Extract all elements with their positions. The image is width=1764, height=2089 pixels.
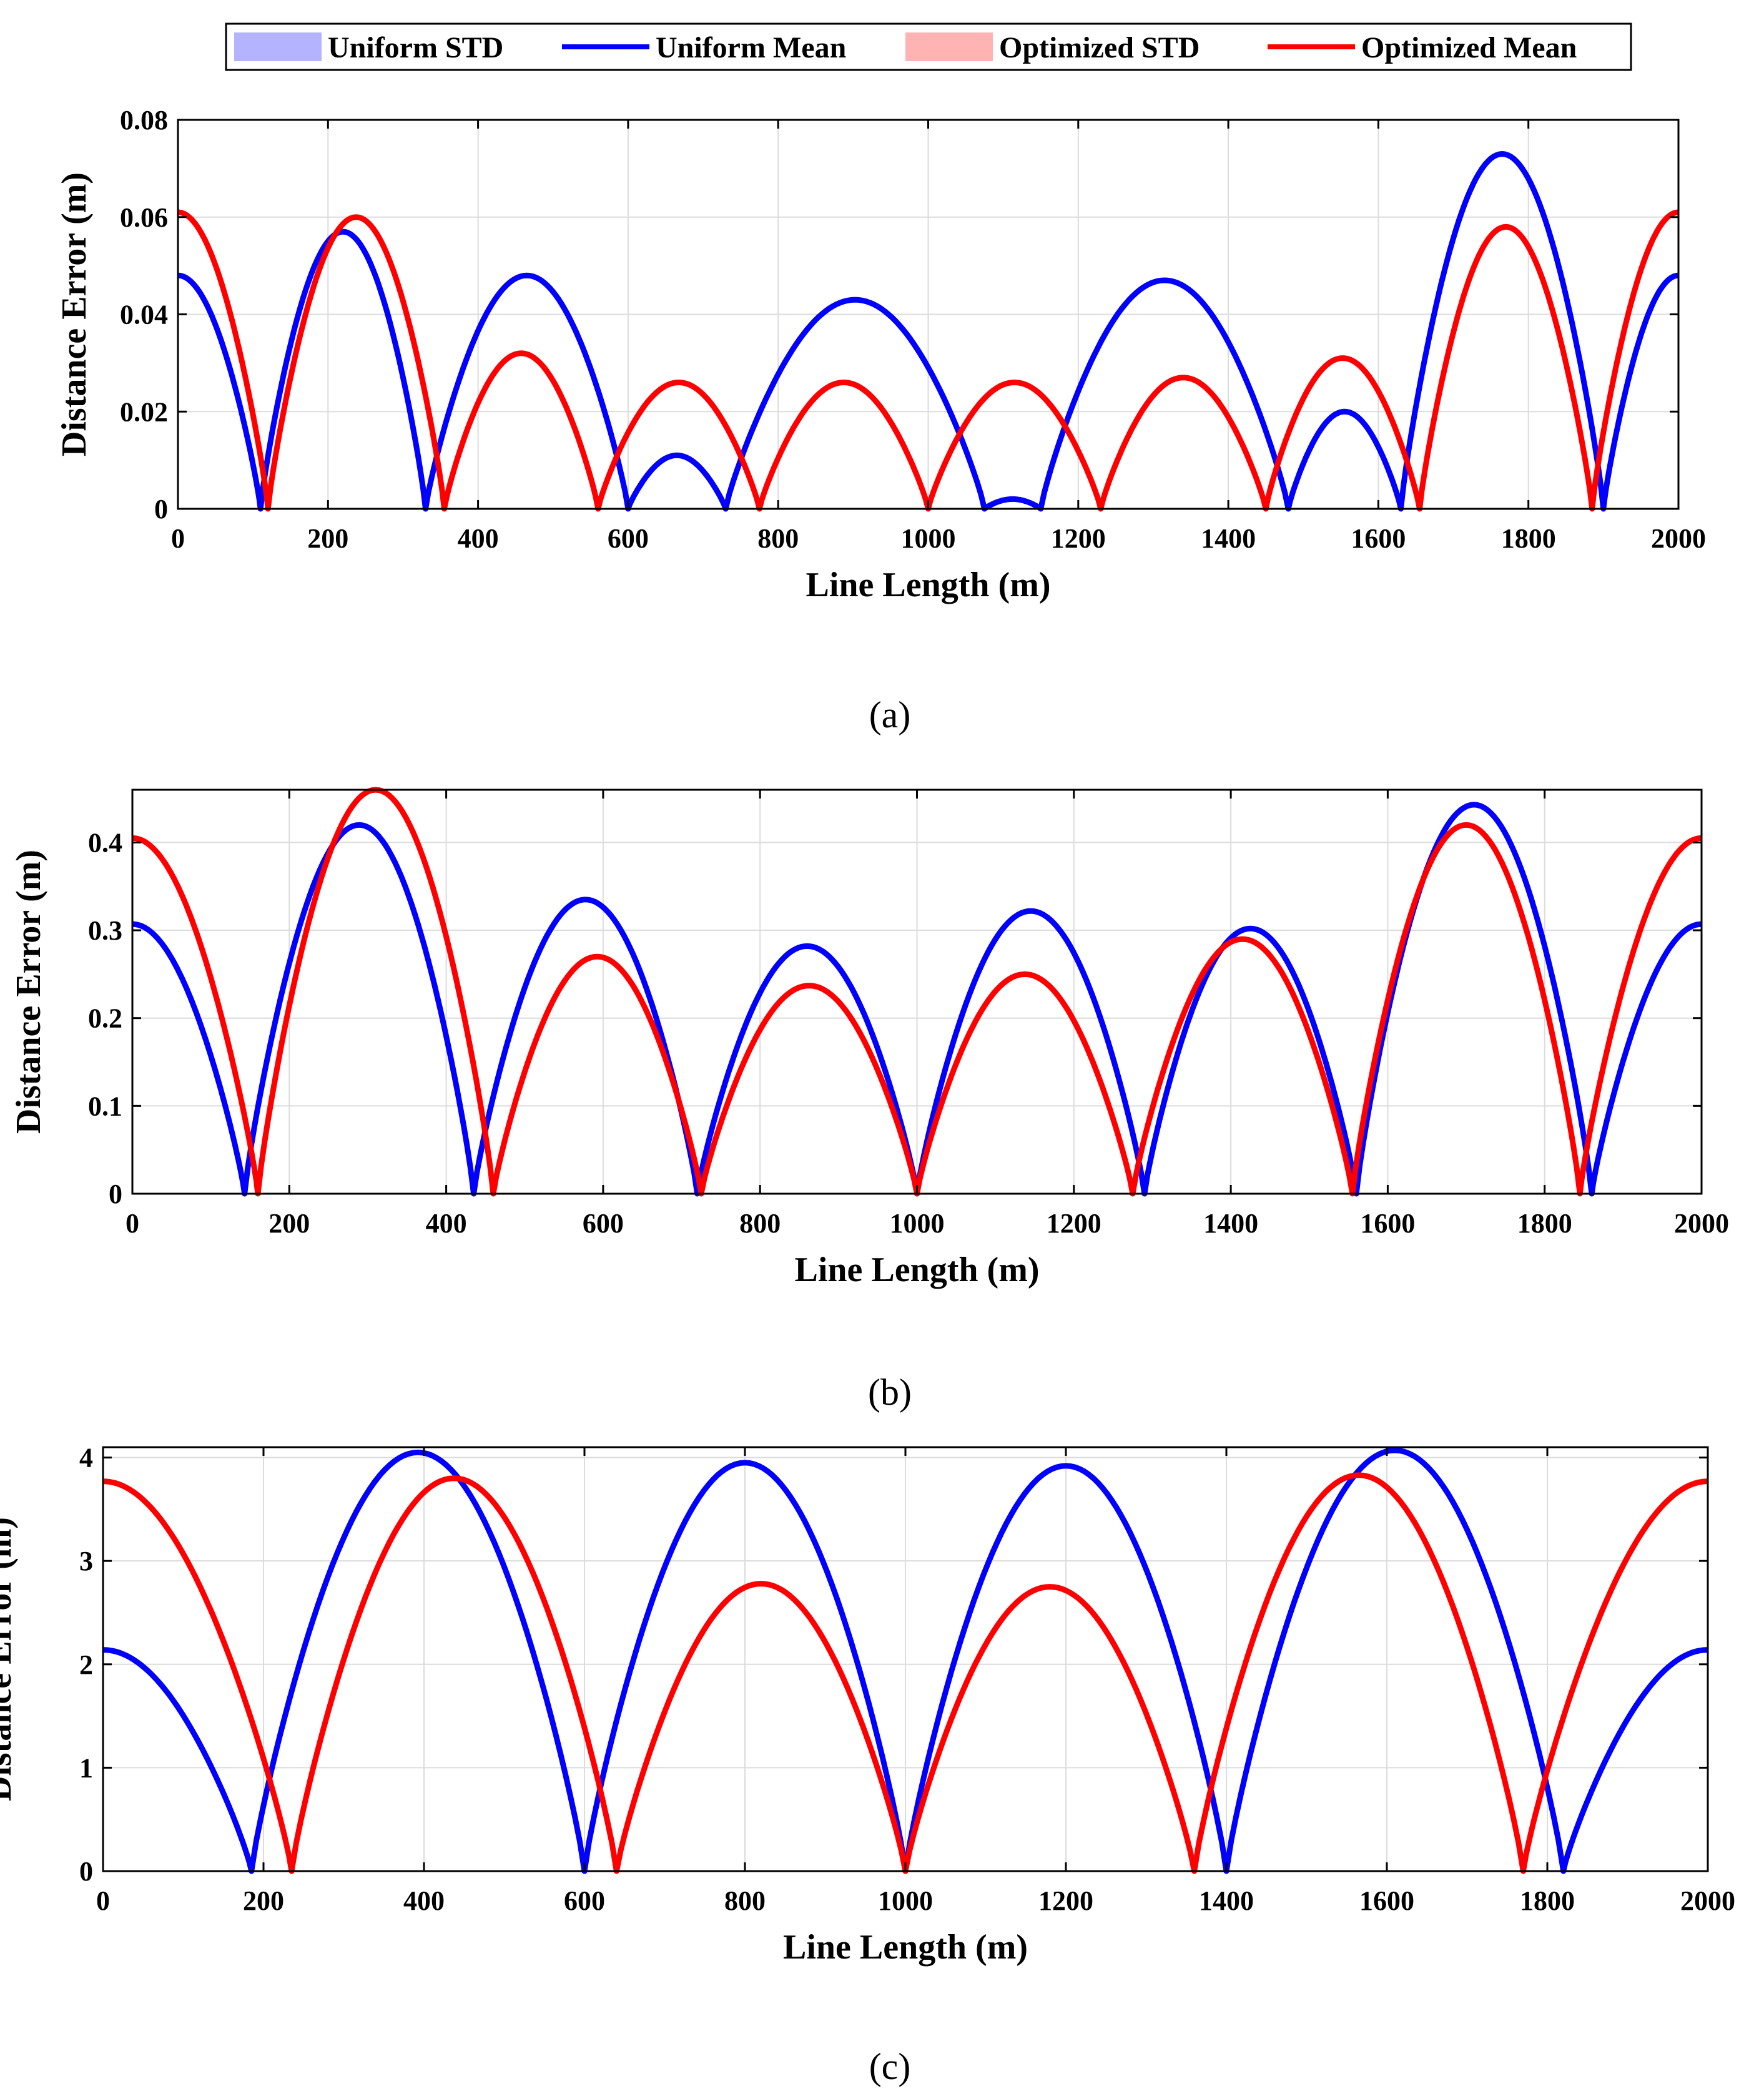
- x-tick-label: 1000: [878, 1885, 933, 1916]
- legend-label-uniform-std: Uniform STD: [328, 31, 503, 64]
- y-tick-label: 3: [79, 1546, 93, 1576]
- x-tick-label: 2000: [1651, 523, 1706, 554]
- legend-swatch-uniform-std: [234, 32, 322, 61]
- y-ticks-a: 0 0.02 0.04 0.06 0.08: [120, 105, 1678, 524]
- y-tick-label: 4: [79, 1443, 93, 1473]
- panel-a: 0 200 400 600 800 1000 1200 1400 1600 1800 2000 00…: [55, 105, 1706, 735]
- y-tick-label: 0: [79, 1856, 93, 1887]
- x-tick-label: 1800: [1501, 523, 1556, 554]
- x-ticks-c: 0 200 400 600 800 1000 1200 1400 1600 1800 2000: [96, 1447, 1735, 1916]
- x-tick-label: 1000: [890, 1208, 945, 1239]
- x-tick-label: 2000: [1674, 1208, 1729, 1239]
- y-tick-label: 0.06: [120, 202, 168, 233]
- y-ticks-c: 0 1 2 3 4: [79, 1443, 1708, 1887]
- y-tick-label: 0.02: [120, 396, 168, 427]
- x-axis-label-b: Line Length (m): [795, 1251, 1040, 1289]
- grid-b: [132, 790, 1702, 1194]
- x-tick-label: 1200: [1038, 1885, 1093, 1916]
- x-tick-label: 200: [269, 1208, 310, 1239]
- x-tick-label: 1600: [1360, 1208, 1415, 1239]
- x-tick-label: 400: [403, 1885, 445, 1916]
- x-tick-label: 600: [608, 523, 649, 554]
- y-tick-label: 0.2: [88, 1003, 122, 1034]
- x-tick-label: 800: [724, 1885, 766, 1916]
- panel-c: 0 200 400 600 800 1000 1200 1400 1600 1800 2000 0 1…: [0, 1443, 1735, 2087]
- x-tick-label: 1400: [1199, 1885, 1254, 1916]
- legend: Uniform STD Uniform Mean Optimized STD O…: [225, 22, 1632, 71]
- y-tick-label: 0.3: [88, 915, 122, 946]
- x-ticks-a: 0 200 400 600 800 1000 1200 1400 1600 1800 2000: [171, 120, 1706, 554]
- x-axis-label-a: Line Length (m): [806, 566, 1051, 604]
- y-tick-label: 0.04: [120, 300, 168, 330]
- x-tick-label: 400: [458, 523, 499, 554]
- x-tick-label: 0: [126, 1208, 139, 1239]
- y-ticks-b: 0 0.1 0.2 0.3 0.4: [88, 827, 1702, 1209]
- x-tick-label: 2000: [1680, 1885, 1735, 1916]
- x-tick-label: 1800: [1520, 1885, 1575, 1916]
- x-ticks-b: 0 200 400 600 800 1000 1200 1400 1600 1800 2000: [126, 790, 1729, 1239]
- x-tick-label: 200: [243, 1885, 284, 1916]
- x-tick-label: 1600: [1359, 1885, 1414, 1916]
- x-tick-label: 600: [583, 1208, 624, 1239]
- caption-c: (c): [869, 2046, 911, 2087]
- x-tick-label: 1400: [1201, 523, 1256, 554]
- x-tick-label: 1000: [901, 523, 956, 554]
- caption-a: (a): [869, 694, 911, 735]
- x-tick-label: 400: [426, 1208, 467, 1239]
- x-tick-label: 1800: [1517, 1208, 1572, 1239]
- legend-swatch-optimized-std: [905, 32, 993, 61]
- y-axis-label-c: Distance Error (m): [0, 1517, 19, 1801]
- y-tick-label: 1: [79, 1752, 93, 1783]
- y-tick-label: 2: [79, 1649, 93, 1680]
- y-tick-label: 0.1: [88, 1091, 122, 1121]
- y-tick-label: 0.08: [120, 105, 168, 135]
- x-axis-label-c: Line Length (m): [783, 1928, 1028, 1967]
- x-tick-label: 0: [171, 523, 185, 554]
- x-tick-label: 600: [564, 1885, 605, 1916]
- x-tick-label: 800: [739, 1208, 781, 1239]
- y-tick-label: 0.4: [88, 827, 122, 858]
- x-tick-label: 0: [96, 1885, 110, 1916]
- caption-b: (b): [868, 1372, 912, 1413]
- legend-label-optimized-std: Optimized STD: [999, 31, 1200, 64]
- x-tick-label: 1200: [1047, 1208, 1101, 1239]
- y-axis-label-a: Distance Error (m): [55, 172, 94, 456]
- x-tick-label: 800: [757, 523, 799, 554]
- x-tick-label: 1400: [1203, 1208, 1258, 1239]
- y-tick-label: 0: [154, 494, 168, 524]
- legend-label-uniform-mean: Uniform Mean: [656, 31, 846, 64]
- x-tick-label: 200: [307, 523, 348, 554]
- x-tick-label: 1200: [1051, 523, 1106, 554]
- y-axis-label-b: Distance Error (m): [9, 850, 48, 1134]
- x-tick-label: 1600: [1351, 523, 1406, 554]
- panel-b: 0 200 400 600 800 1000 1200 1400 1600 1800 2000 00…: [9, 787, 1729, 1413]
- legend-label-optimized-mean: Optimized Mean: [1361, 31, 1577, 64]
- y-tick-label: 0: [109, 1179, 122, 1209]
- grid-a: [177, 119, 1679, 509]
